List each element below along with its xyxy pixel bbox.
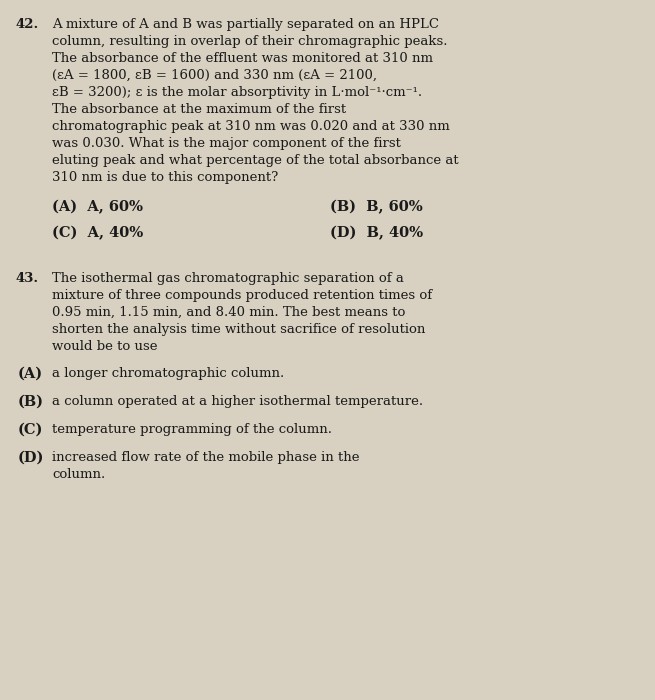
- Text: (εA = 1800, εB = 1600) and 330 nm (εA = 2100,: (εA = 1800, εB = 1600) and 330 nm (εA = …: [52, 69, 377, 82]
- Text: (A)  A, 60%: (A) A, 60%: [52, 200, 143, 214]
- Text: a longer chromatographic column.: a longer chromatographic column.: [52, 367, 284, 380]
- Text: shorten the analysis time without sacrifice of resolution: shorten the analysis time without sacrif…: [52, 323, 425, 336]
- Text: The isothermal gas chromatographic separation of a: The isothermal gas chromatographic separ…: [52, 272, 404, 285]
- Text: 43.: 43.: [15, 272, 38, 285]
- Text: would be to use: would be to use: [52, 340, 157, 353]
- Text: (B)  B, 60%: (B) B, 60%: [330, 200, 422, 214]
- Text: A mixture of A and B was partially separated on an HPLC: A mixture of A and B was partially separ…: [52, 18, 439, 31]
- Text: The absorbance of the effluent was monitored at 310 nm: The absorbance of the effluent was monit…: [52, 52, 433, 65]
- Text: mixture of three compounds produced retention times of: mixture of three compounds produced rete…: [52, 289, 432, 302]
- Text: (B): (B): [18, 395, 44, 409]
- Text: (C): (C): [18, 423, 43, 437]
- Text: eluting peak and what percentage of the total absorbance at: eluting peak and what percentage of the …: [52, 154, 458, 167]
- Text: The absorbance at the maximum of the first: The absorbance at the maximum of the fir…: [52, 103, 346, 116]
- Text: (D)  B, 40%: (D) B, 40%: [330, 226, 423, 240]
- Text: was 0.030. What is the major component of the first: was 0.030. What is the major component o…: [52, 137, 401, 150]
- Text: increased flow rate of the mobile phase in the: increased flow rate of the mobile phase …: [52, 451, 360, 464]
- Text: chromatographic peak at 310 nm was 0.020 and at 330 nm: chromatographic peak at 310 nm was 0.020…: [52, 120, 450, 133]
- Text: (C)  A, 40%: (C) A, 40%: [52, 226, 143, 240]
- Text: (A): (A): [18, 367, 43, 381]
- Text: column, resulting in overlap of their chromagraphic peaks.: column, resulting in overlap of their ch…: [52, 35, 447, 48]
- Text: 0.95 min, 1.15 min, and 8.40 min. The best means to: 0.95 min, 1.15 min, and 8.40 min. The be…: [52, 306, 405, 319]
- Text: εB = 3200); ε is the molar absorptivity in L·mol⁻¹·cm⁻¹.: εB = 3200); ε is the molar absorptivity …: [52, 86, 422, 99]
- Text: column.: column.: [52, 468, 105, 481]
- Text: temperature programming of the column.: temperature programming of the column.: [52, 423, 332, 436]
- Text: (D): (D): [18, 451, 45, 465]
- Text: 310 nm is due to this component?: 310 nm is due to this component?: [52, 171, 278, 184]
- Text: a column operated at a higher isothermal temperature.: a column operated at a higher isothermal…: [52, 395, 423, 408]
- Text: 42.: 42.: [15, 18, 38, 31]
